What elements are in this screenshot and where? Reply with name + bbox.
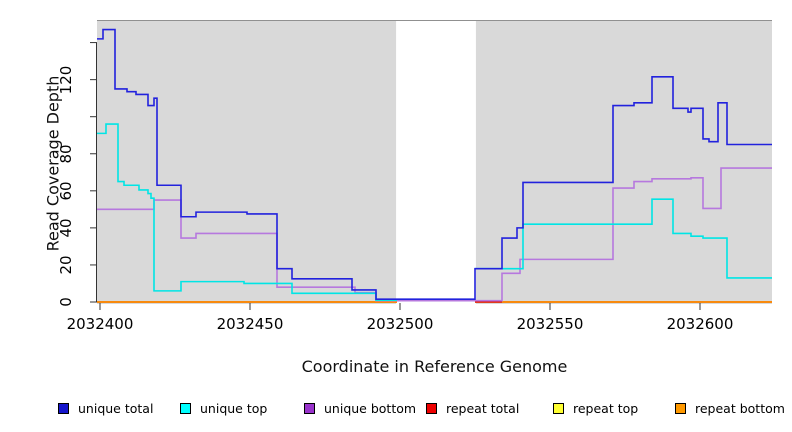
x-tick-label: 2032400 <box>66 315 134 333</box>
series-line-unique-top <box>475 198 772 279</box>
series-line-unique-total <box>97 28 772 301</box>
legend-item-unique-bottom: unique bottom <box>304 400 417 416</box>
x-tick-label: 2032600 <box>666 315 734 333</box>
x-tick-label: 2032450 <box>216 315 284 333</box>
coverage-gap-band <box>396 21 476 304</box>
y-tick-label: 40 <box>57 218 75 238</box>
legend-item-repeat-total: repeat total <box>426 400 520 416</box>
y-tick-label: 60 <box>57 181 75 201</box>
legend-swatch-repeat-top <box>553 402 564 414</box>
legend-item-unique-total: unique total <box>58 400 154 416</box>
x-tick-label: 2032500 <box>366 315 434 333</box>
series-line-unique-bottom <box>97 167 772 302</box>
series-line-unique-top <box>97 123 397 301</box>
y-tick-label: 120 <box>57 65 75 94</box>
legend-item-repeat-top: repeat top <box>553 400 639 416</box>
legend-label: unique top <box>200 400 268 416</box>
legend-swatch-unique-bottom <box>304 402 315 414</box>
legend-swatch-repeat-bottom <box>675 402 686 414</box>
legend-swatch-repeat-total <box>426 402 437 414</box>
legend-label: unique total <box>78 400 154 416</box>
legend-label: unique bottom <box>324 400 417 416</box>
y-tick-label: 80 <box>57 144 75 164</box>
x-tick-label: 2032550 <box>516 315 584 333</box>
y-tick-label: 0 <box>57 297 75 307</box>
y-tick-label: 20 <box>57 255 75 275</box>
legend-label: repeat bottom <box>695 400 785 416</box>
legend-item-repeat-bottom: repeat bottom <box>675 400 785 416</box>
x-axis-title: Coordinate in Reference Genome <box>301 357 568 376</box>
legend-swatch-unique-total <box>58 402 69 414</box>
legend-item-unique-top: unique top <box>180 400 268 416</box>
legend-label: repeat top <box>573 400 639 416</box>
legend-swatch-unique-top <box>180 402 191 414</box>
legend-label: repeat total <box>446 400 520 416</box>
